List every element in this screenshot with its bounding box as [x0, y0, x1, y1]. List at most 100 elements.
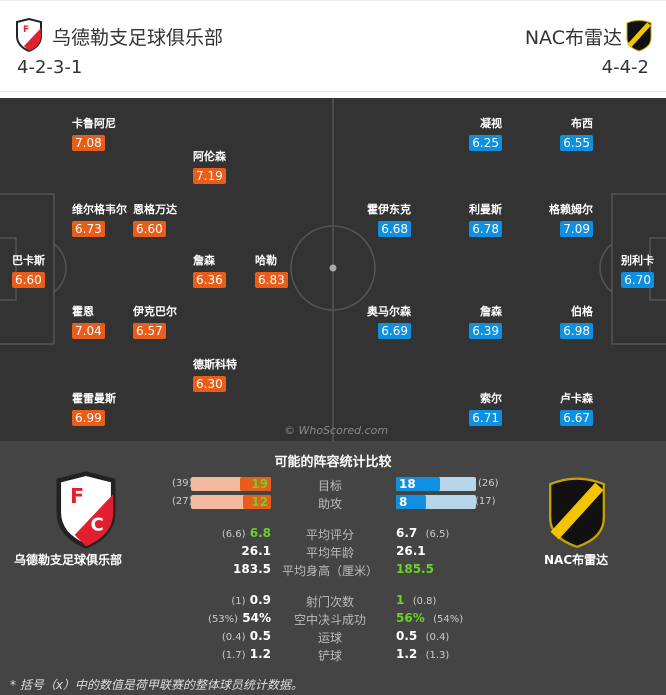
player-rating: 6.78	[469, 221, 502, 237]
away-player[interactable]: 詹森 6.39	[469, 303, 502, 339]
nac-crest-icon	[626, 20, 652, 52]
player-rating: 6.98	[560, 323, 593, 339]
player-name: 卢卡森	[560, 392, 593, 405]
home-player[interactable]: 伊克巴尔 6.57	[133, 303, 177, 339]
away-assists-league: (17)	[475, 496, 496, 507]
away-stat-value: 26.1	[396, 544, 426, 558]
player-rating: 6.36	[193, 272, 226, 288]
player-name: 阿伦森	[193, 150, 226, 163]
player-rating: 6.99	[72, 410, 105, 426]
home-stat: 26.1	[241, 544, 271, 558]
pitch: 卡鲁阿尼 7.08 阿伦森 7.19 维尔格韦尔 6.73 恩格万达 6.60 巴卡斯 6.60 詹…	[0, 98, 666, 441]
home-team-name[interactable]: 乌德勒支足球俱乐部	[52, 27, 224, 49]
player-name: 霍伊东克	[367, 203, 411, 216]
away-stat-league: (6.5)	[425, 529, 450, 540]
home-stat: (53%) 54%	[208, 611, 271, 625]
away-player[interactable]: 伯格 6.98	[560, 303, 593, 339]
player-name: 恩格万达	[133, 203, 177, 216]
home-stat-value: 1.2	[249, 647, 271, 661]
player-rating: 7.19	[193, 168, 226, 184]
away-stat: 1 (0.8)	[396, 593, 436, 607]
footnote: * 括号（x）中的数值是荷甲联赛的整体球员统计数据。	[10, 678, 303, 692]
home-player[interactable]: 卡鲁阿尼 7.08	[72, 115, 116, 151]
home-player[interactable]: 霍恩 7.04	[72, 303, 105, 339]
player-rating: 6.73	[72, 221, 105, 237]
player-rating: 6.55	[560, 135, 593, 151]
player-name: 索尔	[480, 392, 502, 405]
home-stat-value: 183.5	[233, 562, 271, 576]
away-goals-league: (26)	[478, 478, 499, 489]
away-player[interactable]: 格赖姆尔 7.09	[549, 201, 593, 237]
away-team-name[interactable]: NAC布雷达	[524, 27, 622, 49]
stat-label: 平均年龄	[305, 546, 354, 560]
away-player[interactable]: 布西 6.55	[560, 115, 593, 151]
utrecht-crest-icon: F	[16, 18, 42, 52]
player-name: 霍恩	[72, 305, 94, 318]
player-name: 凝视	[480, 117, 502, 130]
away-player[interactable]: 利曼斯 6.78	[469, 201, 502, 237]
away-stat-league: (54%)	[433, 614, 464, 625]
stat-label: 平均身高（厘米）	[281, 564, 378, 578]
home-player[interactable]: 阿伦森 7.19	[193, 148, 226, 184]
away-goals-value: 18	[399, 477, 416, 491]
away-stat-value: 0.5	[396, 629, 418, 643]
away-player[interactable]: 索尔 6.71	[469, 390, 502, 426]
away-assists-value: 8	[399, 495, 408, 509]
player-name: 卡鲁阿尼	[72, 117, 116, 130]
player-rating: 6.71	[469, 410, 502, 426]
stat-label: 空中决斗成功	[293, 613, 366, 627]
home-stat-value: 6.8	[249, 526, 271, 540]
away-player[interactable]: 别利卡 6.70	[621, 252, 654, 288]
home-stat: 183.5	[233, 562, 271, 576]
player-rating: 6.25	[469, 135, 502, 151]
home-goals-bar: 19	[191, 477, 271, 491]
away-stat-value: 6.7	[396, 526, 418, 540]
player-rating: 6.39	[469, 323, 502, 339]
away-stat-value: 185.5	[396, 562, 434, 576]
home-stat: (1) 0.9	[231, 593, 271, 607]
home-stat-league: (6.6)	[221, 529, 246, 540]
player-rating: 6.57	[133, 323, 166, 339]
away-goals-bar: 18	[396, 477, 476, 491]
home-player[interactable]: 巴卡斯 6.60	[12, 252, 45, 288]
svg-text:F: F	[23, 25, 29, 35]
player-rating: 6.83	[255, 272, 288, 288]
stat-label: 运球	[317, 631, 342, 645]
home-player[interactable]: 詹森 6.36	[193, 252, 226, 288]
home-stat-value: 26.1	[241, 544, 271, 558]
home-stat-league: (1)	[231, 596, 246, 607]
player-rating: 6.67	[560, 410, 593, 426]
away-player[interactable]: 霍伊东克 6.68	[367, 201, 411, 237]
home-player[interactable]: 维尔格韦尔 6.73	[72, 201, 127, 237]
player-name: 别利卡	[621, 254, 654, 267]
home-stat: (6.6) 6.8	[222, 526, 271, 540]
away-player[interactable]: 卢卡森 6.67	[560, 390, 593, 426]
player-rating: 6.30	[193, 376, 226, 392]
player-rating: 6.68	[378, 221, 411, 237]
player-name: 格赖姆尔	[549, 203, 593, 216]
home-player[interactable]: 德斯科特 6.30	[193, 356, 237, 392]
player-rating: 6.69	[378, 323, 411, 339]
home-assists-value: 12	[251, 495, 268, 509]
home-player[interactable]: 哈勒 6.83	[255, 252, 288, 288]
player-rating: 6.70	[621, 272, 654, 288]
home-player[interactable]: 霍雷曼斯 6.99	[72, 390, 116, 426]
player-rating: 7.04	[72, 323, 105, 339]
away-stat-value: 56%	[396, 611, 425, 625]
player-name: 詹森	[480, 305, 502, 318]
away-player[interactable]: 奥马尔森 6.69	[367, 303, 411, 339]
player-name: 哈勒	[255, 254, 277, 267]
home-goals-league: (39)	[172, 478, 193, 489]
home-stat: (1.7) 1.2	[222, 647, 271, 661]
nac-crest-large-icon	[549, 477, 605, 548]
home-player[interactable]: 恩格万达 6.60	[133, 201, 177, 237]
pitch-lines	[0, 98, 666, 441]
away-stat: 1.2 (1.3)	[396, 647, 449, 661]
player-name: 巴卡斯	[12, 254, 45, 267]
away-player[interactable]: 凝视 6.25	[469, 115, 502, 151]
player-name: 霍雷曼斯	[72, 392, 116, 405]
home-stat-league: (1.7)	[221, 650, 246, 661]
away-stat: 6.7 (6.5)	[396, 526, 449, 540]
stat-label: 平均评分	[305, 528, 354, 542]
